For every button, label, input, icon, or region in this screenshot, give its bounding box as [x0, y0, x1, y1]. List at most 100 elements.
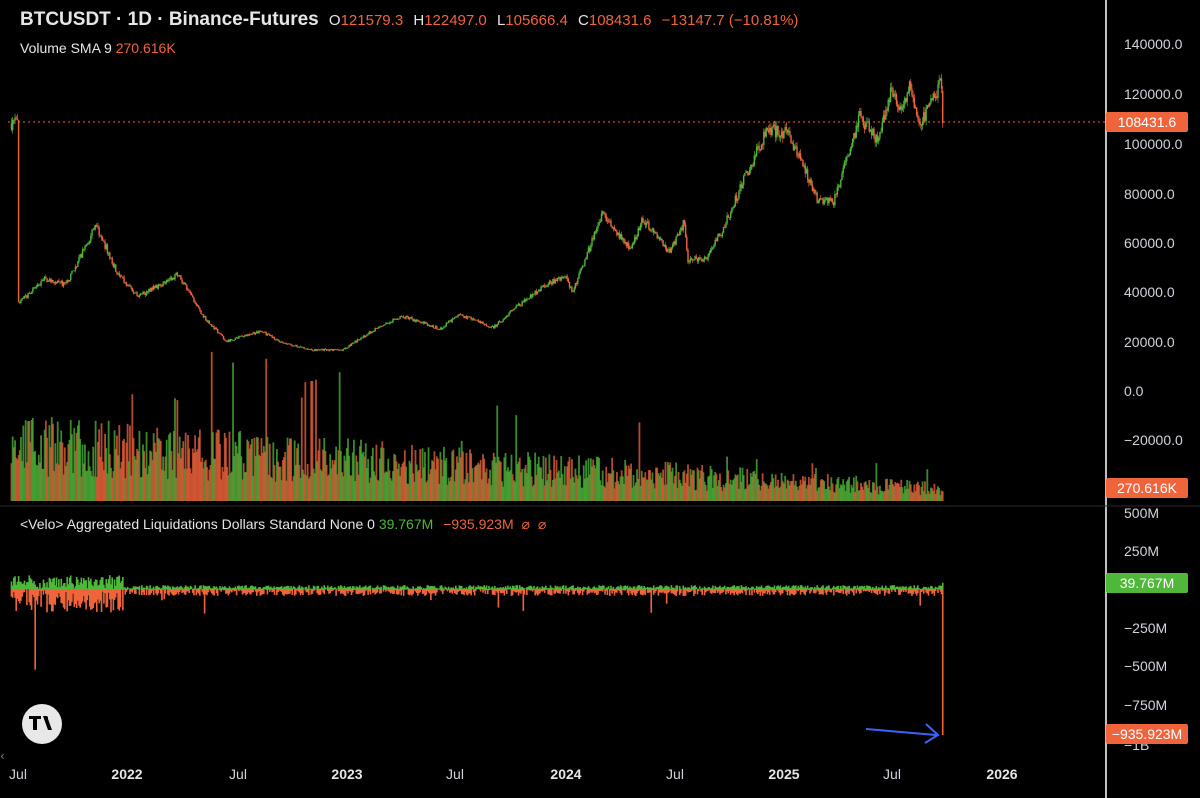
candle-body [59, 281, 61, 283]
short-liquidation-bar [375, 589, 378, 594]
short-liquidation-bar [754, 589, 757, 590]
short-liquidation-bar [39, 589, 41, 591]
candle-body [170, 277, 173, 281]
long-liquidation-bar [723, 585, 726, 589]
long-liquidation-bar [630, 587, 632, 589]
long-liquidation-bar [78, 584, 80, 589]
volume-bar [201, 457, 204, 501]
long-liquidation-bar [504, 586, 507, 589]
short-liquidation-bar [513, 589, 515, 592]
long-liquidation-bar [298, 585, 301, 589]
short-liquidation-bar [117, 589, 119, 609]
liquidations-indicator-name[interactable]: <Velo> Aggregated Liquidations Dollars S… [20, 516, 375, 532]
long-liquidation-bar [837, 585, 840, 589]
long-liquidation-bar [258, 587, 260, 589]
short-liquidation-bar [836, 589, 839, 593]
long-liquidation-bar [55, 577, 58, 589]
candle-body [17, 120, 20, 302]
short-liquidation-bar [855, 589, 858, 594]
long-liquidation-bar [662, 588, 664, 589]
short-liquidation-bar [473, 589, 476, 596]
short-liquidation-bar [785, 589, 788, 592]
short-liquidation-bar [773, 589, 776, 595]
long-liquidation-bar [818, 588, 821, 589]
hide-icon-2[interactable]: ⌀ [537, 516, 547, 532]
volume-bar [219, 443, 221, 501]
candle-body [510, 310, 513, 312]
volume-bar [159, 440, 162, 501]
short-liquidation-bar [163, 589, 166, 600]
candle-body [478, 321, 481, 323]
short-liquidation-bar [597, 589, 599, 595]
short-liquidation-bar [633, 589, 636, 595]
volume-bar [819, 480, 822, 501]
short-liquidation-bar [857, 589, 860, 592]
volume-bar [98, 429, 101, 501]
long-liquidation-bar [209, 587, 212, 589]
candle-body [267, 333, 270, 335]
volume-bar [543, 485, 546, 501]
short-liquidation-bar [572, 589, 574, 595]
volume-bar [65, 466, 67, 501]
long-liquidation-bar [655, 587, 657, 589]
volume-bar [200, 461, 202, 501]
volume-bar [528, 456, 531, 501]
volume-bar [683, 470, 686, 501]
long-liquidation-bar [815, 588, 817, 589]
candle-body [53, 282, 55, 284]
candle-body [209, 324, 212, 325]
candle-body [265, 332, 267, 336]
candle-body [346, 348, 348, 349]
candle-body [450, 320, 452, 322]
short-liquidation-bar [362, 589, 365, 596]
long-liquidation-bar [75, 576, 78, 589]
long-liquidation-bar [351, 586, 354, 589]
volume-bar [215, 432, 218, 501]
short-liquidation-bar [652, 589, 655, 595]
long-liquidation-bar [674, 588, 676, 589]
long-liquidation-bar [844, 586, 847, 589]
volume-bar [587, 458, 590, 501]
long-liquidation-bar [836, 585, 839, 589]
candle-body [538, 289, 540, 292]
volume-bar [809, 484, 811, 501]
volume-bar [80, 476, 83, 501]
long-liquidation-bar [193, 588, 195, 589]
volume-bar [348, 455, 351, 501]
long-liquidation-bar [546, 588, 548, 589]
hide-icon[interactable]: ⌀ [521, 516, 530, 532]
volume-bar [169, 432, 172, 501]
short-liquidation-bar [233, 589, 236, 592]
short-liquidation-bar [712, 589, 714, 593]
candle-body [658, 236, 661, 241]
long-liquidation-bar [710, 587, 713, 589]
collapse-chevron[interactable]: ‹ [0, 749, 5, 763]
short-liquidation-bar [639, 589, 642, 595]
candle-body [235, 337, 238, 339]
volume-bar [254, 455, 257, 501]
candle-body [240, 335, 243, 337]
short-liquidation-bar [830, 589, 833, 593]
long-liquidation-bar [183, 587, 186, 589]
long-liquidation-bar [332, 588, 335, 589]
short-liquidation-bar [521, 589, 523, 591]
volume-bar [732, 480, 734, 501]
candle-body [655, 232, 657, 234]
volume-bar [743, 489, 746, 501]
short-liquidation-bar [606, 589, 609, 596]
volume-bar [684, 482, 687, 501]
volume-bar [817, 487, 820, 501]
candle-body [320, 349, 322, 351]
short-liquidation-bar [637, 589, 640, 592]
short-liquidation-bar [414, 589, 417, 592]
volume-bar [602, 485, 605, 501]
long-liquidation-bar [575, 588, 578, 589]
candle-body [449, 320, 451, 322]
candle-body [161, 285, 163, 287]
candle-body [216, 329, 219, 333]
symbol-title[interactable]: BTCUSDT · 1D · Binance-Futures [20, 9, 319, 30]
short-liquidation-bar [503, 589, 506, 596]
candle-body [212, 326, 214, 328]
candle-body [591, 238, 593, 246]
volume-indicator-name[interactable]: Volume SMA 9 [20, 40, 112, 56]
